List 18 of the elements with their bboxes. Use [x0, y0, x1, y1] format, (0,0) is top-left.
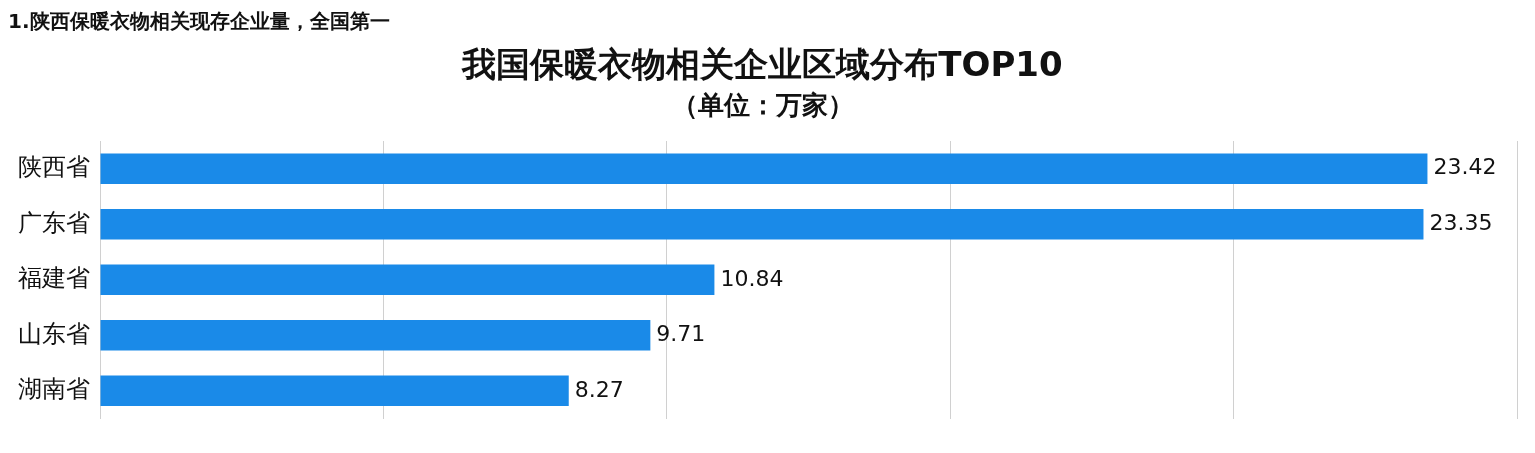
y-tick-label: 山东省: [18, 319, 90, 348]
data-label: 23.35: [1429, 210, 1493, 235]
bar: [100, 375, 569, 407]
y-tick-label: 广东省: [18, 208, 90, 237]
data-label: 9.71: [656, 321, 706, 347]
y-tick-label: 湖南省: [18, 375, 90, 404]
chart-subtitle: （单位：万家）: [671, 90, 854, 121]
chart-title: 我国保暖衣物相关企业区域分布TOP10: [461, 44, 1063, 85]
data-label: 23.42: [1433, 154, 1497, 180]
bar: [100, 153, 1428, 185]
data-label: 10.84: [720, 265, 784, 291]
y-tick-label: 陕西省: [18, 152, 90, 181]
bar: [100, 209, 1424, 240]
y-tick-label: 福建省: [18, 264, 90, 293]
data-label: 8.27: [574, 376, 624, 402]
bar: [100, 320, 651, 351]
bar: [100, 264, 715, 296]
text: 1.陕西保暖衣物相关现存企业量，全国第一: [8, 8, 391, 35]
